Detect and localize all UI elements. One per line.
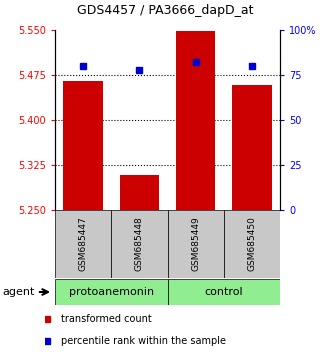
- Bar: [55, 210, 111, 278]
- Bar: [168, 210, 224, 278]
- Bar: [55, 279, 168, 305]
- Bar: [168, 279, 280, 305]
- Bar: [120, 175, 159, 210]
- Bar: [111, 210, 168, 278]
- Text: GSM685448: GSM685448: [135, 217, 144, 272]
- Text: GSM685449: GSM685449: [191, 217, 200, 272]
- Text: transformed count: transformed count: [61, 314, 152, 324]
- Text: percentile rank within the sample: percentile rank within the sample: [61, 336, 226, 346]
- Bar: [63, 81, 103, 210]
- Bar: [232, 85, 272, 210]
- Text: control: control: [205, 287, 243, 297]
- Text: agent: agent: [2, 287, 34, 297]
- Text: protoanemonin: protoanemonin: [69, 287, 154, 297]
- Text: GSM685447: GSM685447: [79, 217, 88, 272]
- Text: GDS4457 / PA3666_dapD_at: GDS4457 / PA3666_dapD_at: [77, 4, 253, 17]
- Bar: [176, 31, 215, 210]
- Text: GSM685450: GSM685450: [248, 217, 256, 272]
- Bar: [224, 210, 280, 278]
